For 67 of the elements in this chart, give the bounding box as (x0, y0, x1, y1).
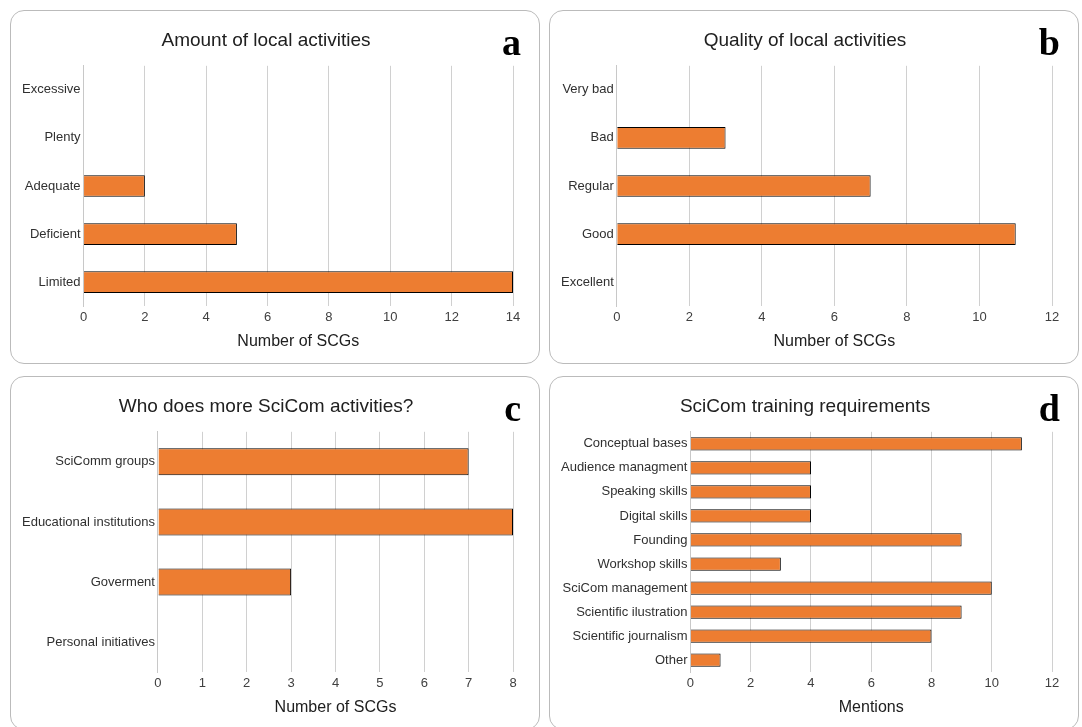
y-tick-label: Audience managment (560, 459, 688, 475)
x-tick-label: 6 (867, 674, 875, 690)
y-tick-label: Scientific journalism (572, 627, 688, 643)
x-tick-label: 6 (830, 308, 838, 324)
x-axis-title: Number of SCGs (237, 331, 360, 349)
x-tick-label: 0 (613, 308, 621, 324)
x-tick-label: 7 (465, 674, 473, 690)
x-tick-label: 2 (747, 674, 755, 690)
x-tick-label: 3 (287, 674, 295, 690)
y-tick-label: Scientific ilustration (576, 603, 688, 619)
x-tick-label: 12 (444, 308, 459, 324)
x-tick-label: 10 (383, 308, 398, 324)
x-tick-label: 6 (263, 308, 272, 324)
chart-title: SciCom training requirements (679, 394, 931, 416)
y-tick-label: Good (581, 225, 614, 241)
x-tick-label: 4 (202, 308, 210, 324)
chart-title: Quality of local activities (703, 28, 907, 50)
y-tick-label: Speaking skills (601, 483, 688, 499)
y-tick-label: Conceptual bases (583, 435, 688, 451)
y-tick-label: Goverment (90, 573, 156, 589)
text: d (1038, 387, 1060, 429)
x-tick-label: 8 (509, 674, 517, 690)
y-tick-label: Deficient (29, 225, 81, 241)
text: a (502, 21, 521, 63)
x-tick-label: 2 (243, 674, 251, 690)
x-tick-label: 12 (1044, 674, 1060, 690)
y-tick-label: Plenty (44, 129, 82, 145)
x-tick-label: 2 (141, 308, 149, 324)
y-tick-label: SciComm groups (55, 453, 156, 469)
x-tick-label: 2 (685, 308, 693, 324)
y-tick-label: Limited (38, 273, 81, 289)
y-tick-label: Excellent (561, 273, 615, 289)
y-tick-label: Educational institutions (21, 513, 156, 529)
x-tick-label: 8 (325, 308, 333, 324)
x-axis-title: Number of SCGs (773, 331, 896, 349)
x-axis-title: Number of SCGs (274, 697, 397, 715)
y-tick-label: Personal initiatives (46, 633, 156, 649)
y-tick-label: Adequate (24, 177, 81, 193)
y-tick-label: Digital skills (619, 507, 688, 523)
x-tick-label: 4 (331, 674, 340, 690)
y-tick-label: Very bad (562, 81, 614, 97)
x-tick-label: 8 (903, 308, 911, 324)
y-tick-label: SciCom management (562, 579, 688, 595)
x-tick-label: 10 (972, 308, 987, 324)
x-tick-label: 5 (376, 674, 384, 690)
y-tick-label: Bad (590, 129, 614, 145)
y-tick-label: Regular (568, 177, 615, 193)
x-tick-label: 4 (807, 674, 815, 690)
x-tick-label: 6 (420, 674, 428, 690)
x-tick-label: 0 (79, 308, 88, 324)
x-tick-label: 0 (686, 674, 695, 690)
y-tick-label: Excessive (21, 81, 81, 97)
x-tick-label: 4 (758, 308, 766, 324)
y-tick-label: Workshop skills (597, 555, 688, 571)
x-tick-label: 10 (984, 674, 999, 690)
x-tick-label: 12 (1044, 308, 1060, 324)
x-tick-label: 0 (154, 674, 162, 690)
x-tick-label: 8 (927, 674, 936, 690)
chart-title: Amount of local activities (161, 28, 371, 50)
chart-title: Who does more SciCom activities? (118, 394, 414, 416)
y-tick-label: Founding (633, 531, 688, 547)
x-tick-label: 1 (198, 674, 206, 690)
y-tick-label: Other (654, 651, 689, 667)
text: c (504, 387, 521, 429)
x-tick-label: 14 (505, 308, 521, 324)
text: b (1038, 21, 1060, 63)
x-axis-title: Mentions (838, 697, 904, 715)
